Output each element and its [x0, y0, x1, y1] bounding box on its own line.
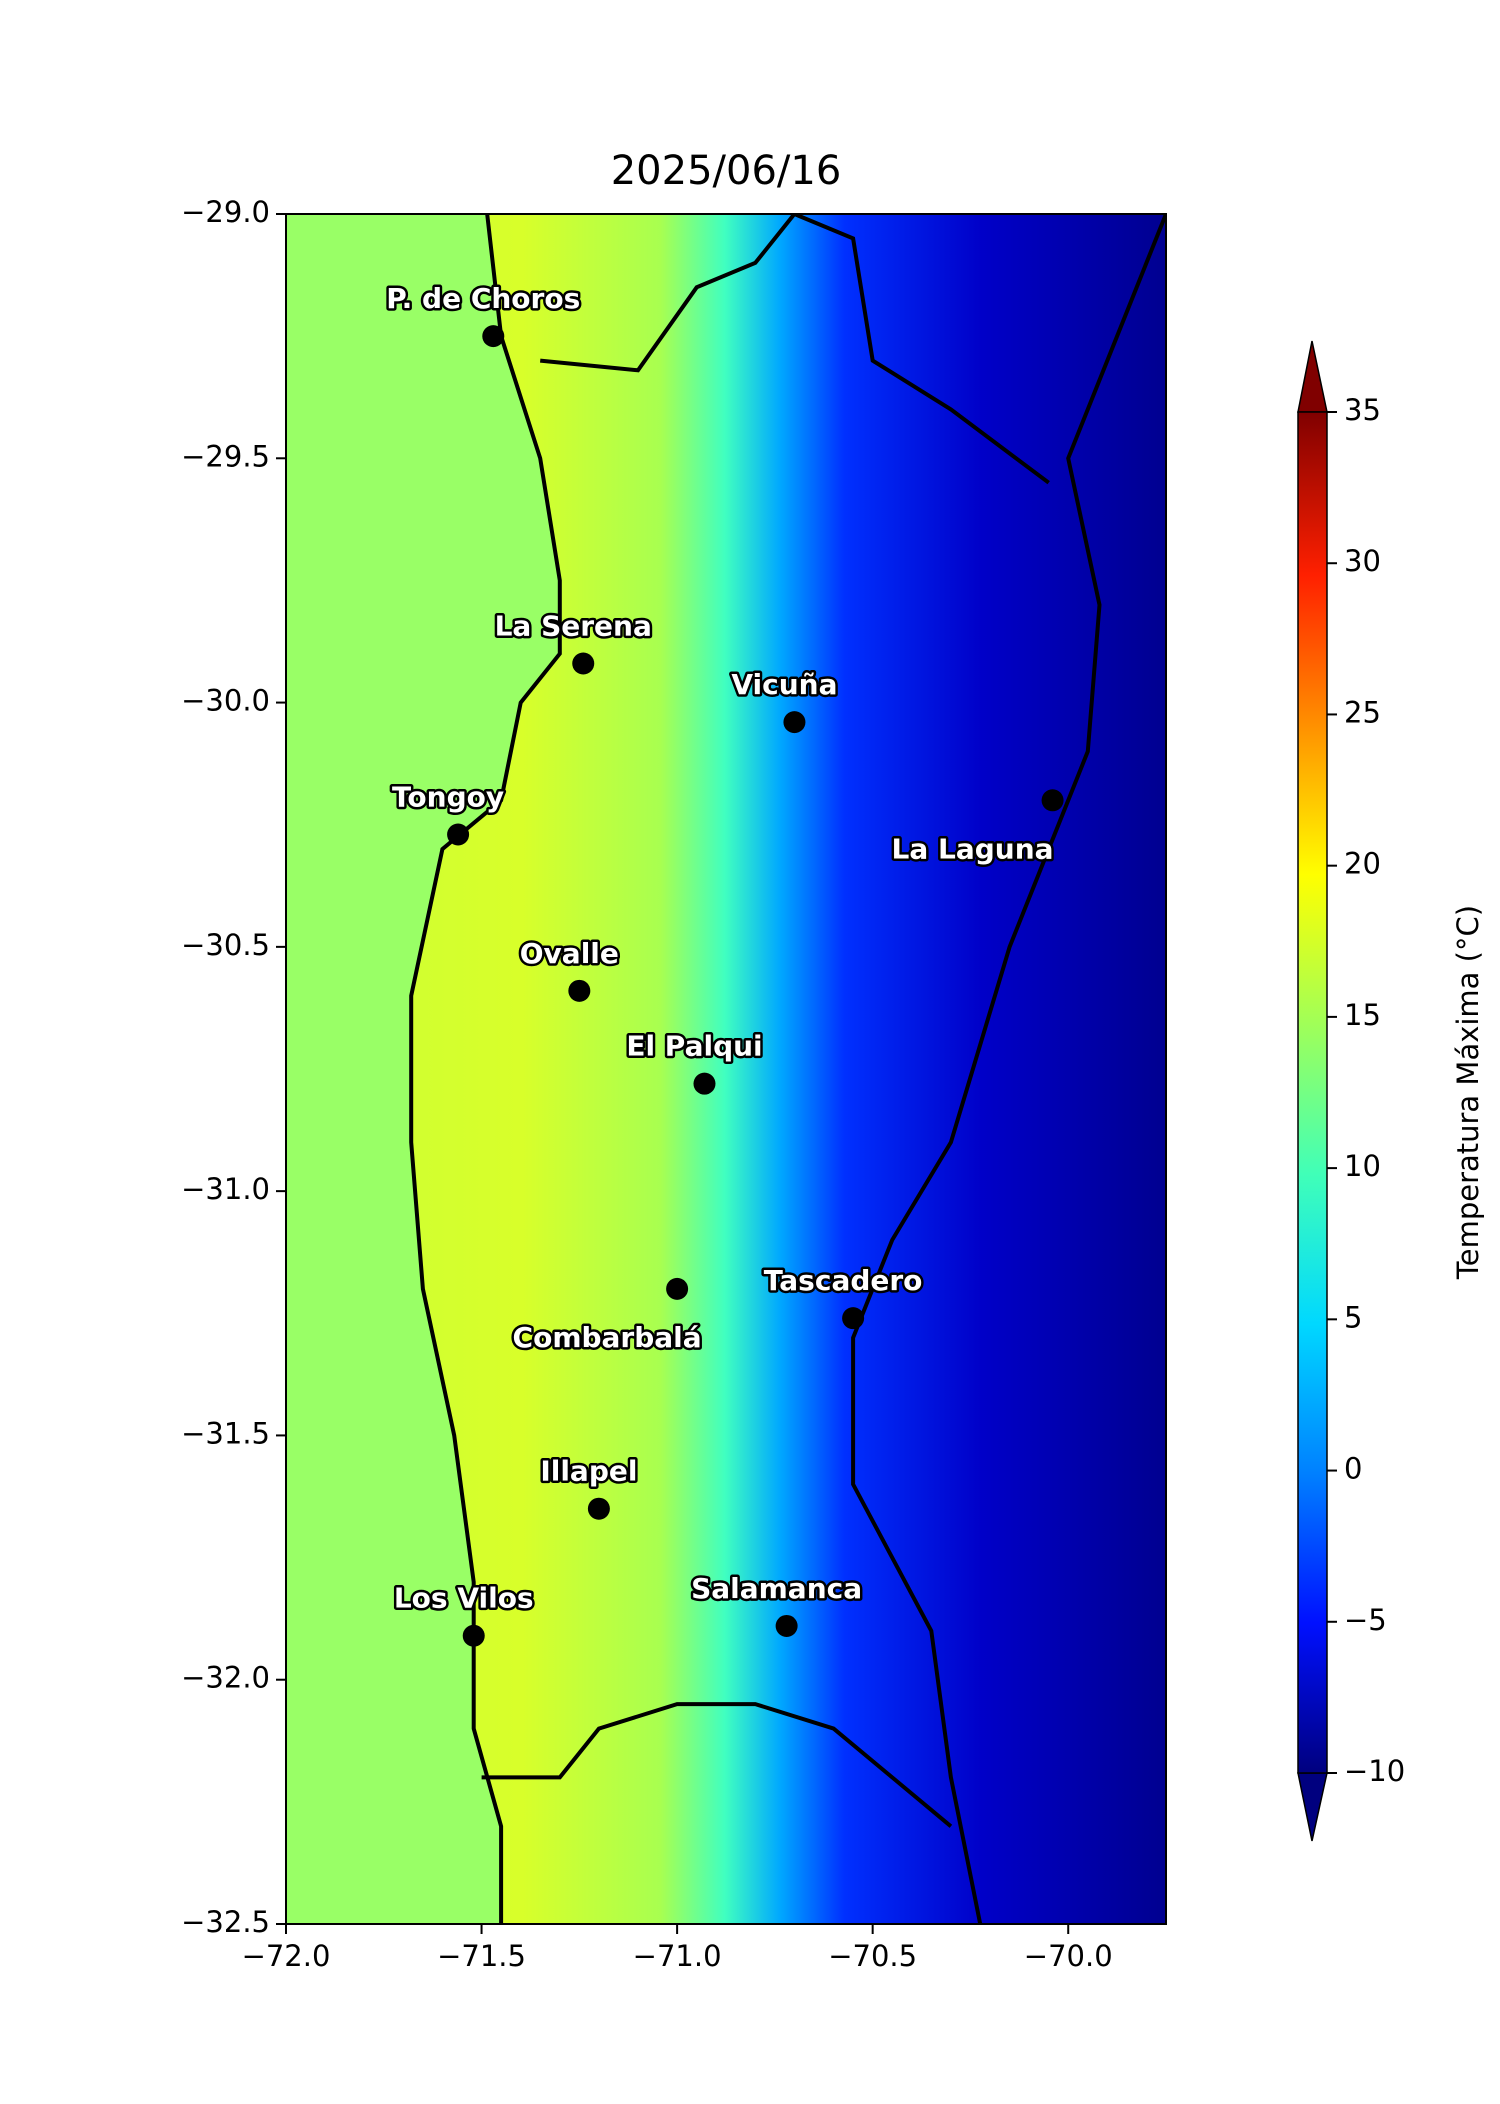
colorbar: Temperatura Máxima (°C) −10 −5 0 5 10 15 20 25 3…	[1297, 340, 1485, 1842]
colorbar-extend-min	[1297, 1772, 1328, 1842]
colorbar-extend-max	[1297, 340, 1328, 413]
y-tick-label: −29.5	[181, 439, 270, 473]
colorbar-tick-label: 10	[1344, 1149, 1381, 1183]
border	[851, 214, 1166, 1924]
city-marker	[775, 1614, 798, 1637]
y-tick-label: −30.5	[181, 928, 270, 962]
border	[540, 214, 1050, 485]
y-tick-label: −32.0	[181, 1661, 270, 1695]
city-marker	[572, 652, 595, 675]
colorbar-tick-label: −10	[1344, 1754, 1405, 1788]
city-marker	[783, 711, 806, 734]
city-marker	[447, 823, 470, 846]
x-tick-label: −71.5	[437, 1939, 526, 1973]
colorbar-tick-label: 25	[1344, 695, 1381, 729]
colorbar-label: Temperatura Máxima (°C)	[1451, 905, 1485, 1280]
city-marker	[1041, 789, 1064, 812]
city-label: Salamanca	[691, 1572, 862, 1605]
title: 2025/06/16	[611, 148, 842, 194]
city-marker	[568, 979, 591, 1002]
city-label: Illapel	[540, 1455, 637, 1488]
city-label: Ovalle	[520, 937, 619, 970]
city-marker	[462, 1624, 485, 1647]
city-marker	[482, 325, 505, 348]
city-label: Combarbalá	[513, 1321, 702, 1354]
colorbar-tick-label: 5	[1344, 1300, 1362, 1334]
colorbar-tick-label: 30	[1344, 544, 1381, 578]
city-label: La Laguna	[892, 832, 1054, 865]
city-marker	[693, 1072, 716, 1095]
city-marker	[666, 1277, 689, 1300]
city-marker	[587, 1497, 610, 1520]
city-label: La Serena	[495, 609, 652, 642]
map-frame	[285, 213, 1167, 1925]
colorbar-tick-label: −5	[1344, 1603, 1387, 1637]
city-marker	[842, 1307, 865, 1330]
x-tick-label: −70.5	[828, 1939, 917, 1973]
border	[481, 1702, 953, 1828]
city-label: Tascadero	[764, 1264, 923, 1297]
city-label: Tongoy	[392, 780, 504, 813]
x-tick-label: −71.0	[633, 1939, 722, 1973]
city-label: El Palqui	[626, 1030, 762, 1063]
y-tick-label: −31.5	[181, 1416, 270, 1450]
colorbar-tick-label: 15	[1344, 998, 1381, 1032]
colorbar-tick-label: 20	[1344, 847, 1381, 881]
coastline	[409, 214, 562, 1924]
x-tick-label: −70.0	[1024, 1939, 1113, 1973]
y-tick-label: −30.0	[181, 684, 270, 718]
city-label: Vicuña	[731, 668, 837, 701]
y-tick-label: −29.0	[181, 195, 270, 229]
city-label: P. de Choros	[386, 282, 580, 315]
y-tick-label: −31.0	[181, 1172, 270, 1206]
colorbar-tick-label: 0	[1344, 1452, 1362, 1486]
y-tick-label: −32.5	[181, 1905, 270, 1939]
city-label: Los Vilos	[394, 1582, 534, 1615]
colorbar-tick-label: 35	[1344, 393, 1381, 427]
colorbar-body	[1297, 411, 1328, 1774]
x-tick-label: −72.0	[242, 1939, 331, 1973]
land	[411, 214, 1166, 1924]
temperature-field	[286, 214, 1166, 1924]
